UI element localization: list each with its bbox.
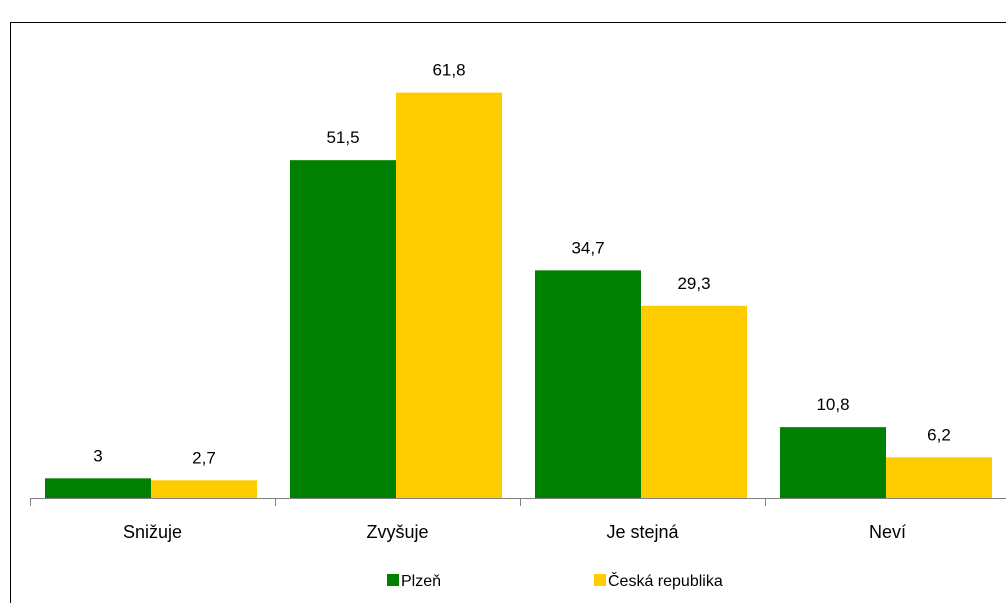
bar-plzen-0 bbox=[45, 478, 151, 498]
data-label: 29,3 bbox=[677, 274, 710, 293]
data-label: 6,2 bbox=[927, 425, 951, 444]
data-label: 10,8 bbox=[816, 395, 849, 414]
bar-plzen-2 bbox=[535, 270, 641, 498]
bar-plzen-1 bbox=[290, 160, 396, 498]
x-tick-label: Neví bbox=[869, 522, 906, 542]
data-label: 34,7 bbox=[571, 238, 604, 257]
bar-ceska-republika-2 bbox=[641, 306, 747, 498]
x-tick-label: Snižuje bbox=[123, 522, 182, 542]
chart-border bbox=[11, 23, 1006, 604]
data-label: 2,7 bbox=[192, 448, 216, 467]
legend: Plzeň Česká republika bbox=[387, 571, 723, 590]
legend-swatch bbox=[594, 574, 606, 586]
legend-label: Česká republika bbox=[608, 571, 723, 590]
legend-label: Plzeň bbox=[401, 573, 441, 590]
data-labels: 3 2,7 51,5 61,8 34,7 29,3 10,8 6,2 bbox=[93, 61, 951, 468]
bars bbox=[45, 93, 992, 498]
bar-plzen-3 bbox=[780, 427, 886, 498]
bar-ceska-republika-0 bbox=[151, 480, 257, 498]
x-tick-label: Je stejná bbox=[606, 522, 679, 542]
bar-ceska-republika-1 bbox=[396, 93, 502, 498]
x-axis: Snižuje Zvyšuje Je stejná Neví bbox=[30, 498, 1006, 542]
data-label: 51,5 bbox=[326, 128, 359, 147]
x-tick-label: Zvyšuje bbox=[366, 522, 428, 542]
legend-swatch bbox=[387, 574, 399, 586]
data-label: 61,8 bbox=[432, 61, 465, 80]
data-label: 3 bbox=[93, 446, 102, 465]
bar-ceska-republika-3 bbox=[886, 457, 992, 498]
